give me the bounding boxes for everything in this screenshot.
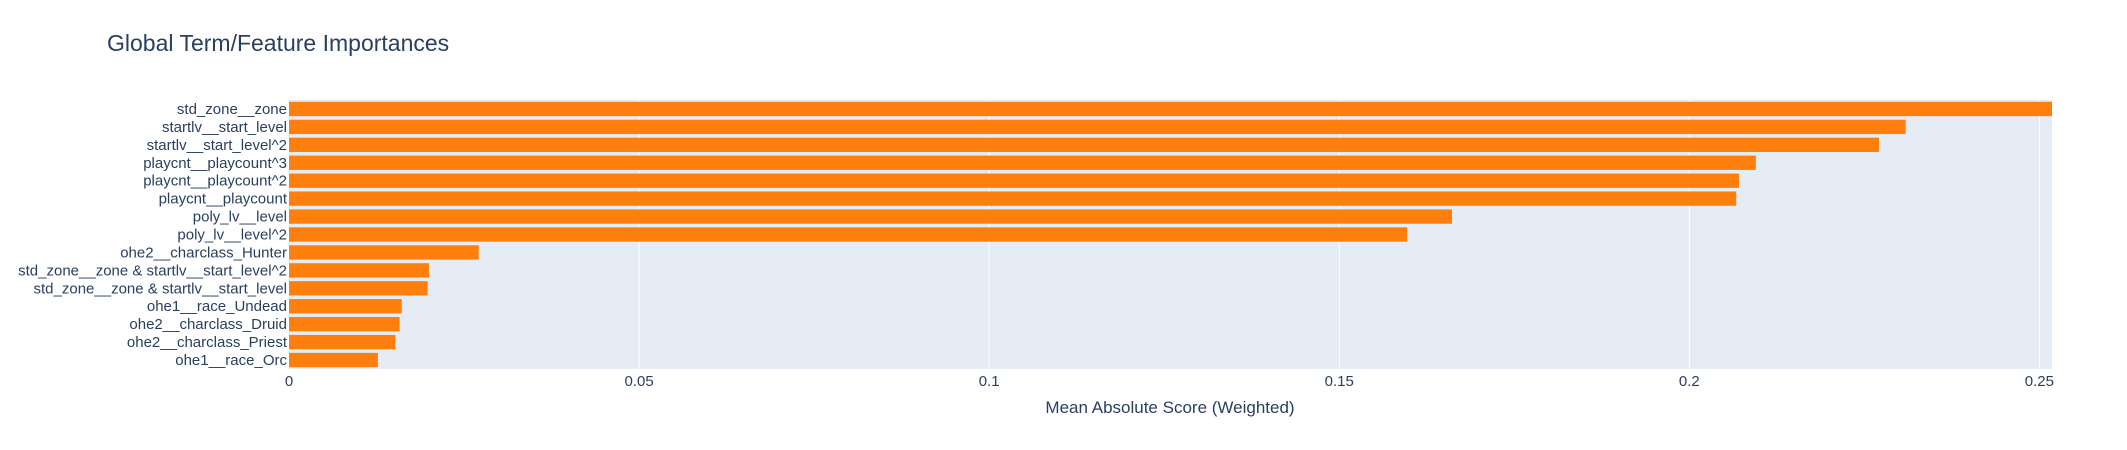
bar	[289, 281, 428, 296]
y-tick-label: playcnt__playcount^2	[143, 173, 287, 190]
bar	[289, 173, 1740, 188]
bar	[289, 191, 1737, 206]
y-tick-label: ohe2__charclass_Druid	[129, 316, 287, 333]
bar	[289, 352, 378, 368]
bar	[289, 263, 430, 278]
bars	[289, 101, 2052, 368]
bar	[289, 155, 1756, 170]
y-tick-label: startlv__start_level	[162, 119, 287, 136]
x-tick-label: 0.15	[1325, 373, 1354, 390]
y-tick-label: std_zone__zone	[177, 101, 287, 118]
x-tick-label: 0.2	[1679, 373, 1700, 390]
bar	[289, 299, 402, 314]
y-tick-label: poly_lv__level^2	[177, 227, 287, 244]
bar	[289, 101, 2052, 117]
y-tick-labels: std_zone__zonestartlv__start_levelstartl…	[18, 101, 288, 369]
y-tick-label: poly_lv__level	[193, 209, 287, 226]
y-tick-label: ohe1__race_Undead	[147, 298, 287, 315]
y-tick-label: ohe2__charclass_Priest	[127, 334, 288, 351]
y-tick-label: playcnt__playcount	[159, 191, 288, 208]
x-tick-label: 0	[285, 373, 293, 390]
bar	[289, 227, 1408, 242]
y-tick-label: std_zone__zone & startlv__start_level^2	[18, 262, 287, 279]
bar	[289, 137, 1880, 153]
x-tick-label: 0.05	[624, 373, 653, 390]
bar	[289, 316, 400, 332]
chart-title: Global Term/Feature Importances	[107, 30, 449, 56]
x-tick-labels: 0 0.05 0.1 0.15 0.2 0.25	[285, 373, 2054, 390]
y-tick-label: std_zone__zone & startlv__start_level	[34, 280, 287, 297]
y-tick-label: ohe2__charclass_Hunter	[120, 244, 287, 261]
bar	[289, 119, 1906, 135]
y-tick-label: playcnt__playcount^3	[143, 155, 287, 172]
x-tick-label: 0.1	[979, 373, 1000, 390]
x-tick-label: 0.25	[2025, 373, 2054, 390]
y-tick-label: ohe1__race_Orc	[175, 352, 287, 369]
bar	[289, 209, 1452, 224]
bar	[289, 334, 396, 350]
bar	[289, 245, 479, 260]
y-tick-label: startlv__start_level^2	[147, 137, 287, 154]
x-axis-label: Mean Absolute Score (Weighted)	[1045, 398, 1294, 417]
